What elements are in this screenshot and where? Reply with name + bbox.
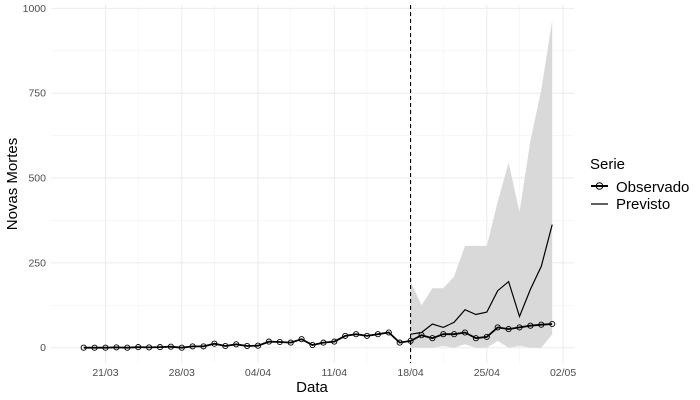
point-observado xyxy=(472,335,479,342)
point-observado xyxy=(113,344,120,351)
y-tick-labels: 0 250 500 750 1000 xyxy=(23,3,47,354)
x-tick-labels: 21/03 28/03 04/04 11/04 18/04 25/04 02/05 xyxy=(92,367,576,379)
x-tick-label: 04/04 xyxy=(245,367,271,379)
legend: Serie Observado Previsto xyxy=(590,156,689,213)
prediction-interval-band xyxy=(410,20,553,348)
point-observado xyxy=(549,320,556,328)
point-observado xyxy=(342,332,349,339)
legend-label-observado: Observado xyxy=(616,179,689,196)
point-observado xyxy=(440,331,447,338)
legend-item-previsto: Previsto xyxy=(591,196,670,213)
point-observado xyxy=(385,329,392,336)
series-line-observado xyxy=(83,323,553,349)
point-observado xyxy=(527,322,534,329)
point-observado xyxy=(396,339,403,346)
point-observado xyxy=(451,331,458,338)
point-observado xyxy=(320,339,327,346)
series-layer xyxy=(80,224,556,351)
point-observado xyxy=(167,343,174,350)
point-observado xyxy=(516,324,523,331)
point-observado xyxy=(483,333,490,340)
point-observado xyxy=(254,342,262,349)
y-tick-label: 250 xyxy=(28,257,46,269)
point-observado xyxy=(200,343,207,350)
legend-label-previsto: Previsto xyxy=(616,196,670,213)
x-tick-label: 18/04 xyxy=(397,367,423,379)
point-observado xyxy=(244,342,251,350)
x-axis-title: Data xyxy=(296,379,328,396)
legend-item-observado: Observado xyxy=(591,179,689,196)
y-tick-label: 500 xyxy=(28,173,46,185)
series-line-previsto xyxy=(410,224,553,335)
point-observado xyxy=(363,332,371,339)
point-observado xyxy=(407,337,414,344)
point-observado xyxy=(156,344,164,351)
point-observado xyxy=(265,338,272,345)
point-observado xyxy=(331,338,338,345)
point-observado xyxy=(287,339,294,346)
point-observado xyxy=(505,326,512,333)
point-observado xyxy=(494,324,501,331)
band-layer xyxy=(410,20,553,348)
point-observado xyxy=(418,332,425,339)
x-tick-label: 02/05 xyxy=(550,367,576,379)
x-tick-label: 11/04 xyxy=(322,367,348,379)
point-observado xyxy=(146,344,153,351)
point-observado xyxy=(353,331,360,338)
point-observado xyxy=(80,344,87,351)
point-observado xyxy=(374,331,381,338)
point-observado xyxy=(222,342,229,350)
point-observado xyxy=(91,344,98,351)
point-observado xyxy=(298,336,305,343)
x-tick-label: 21/03 xyxy=(92,367,118,379)
point-observado xyxy=(461,329,469,336)
point-observado xyxy=(429,335,436,342)
y-tick-label: 1000 xyxy=(23,3,47,15)
point-observado xyxy=(309,341,316,349)
x-tick-label: 25/04 xyxy=(474,367,500,379)
legend-title: Serie xyxy=(590,156,625,173)
y-tick-label: 0 xyxy=(40,342,46,354)
point-observado xyxy=(189,343,196,350)
point-observado xyxy=(538,321,545,328)
point-observado xyxy=(211,340,218,347)
point-observado xyxy=(124,344,131,351)
x-tick-label: 28/03 xyxy=(169,367,195,379)
point-observado xyxy=(276,338,283,346)
y-axis-title: Novas Mortes xyxy=(4,138,21,231)
point-observado xyxy=(102,344,109,351)
point-observado xyxy=(233,341,240,348)
y-tick-label: 750 xyxy=(28,88,46,100)
legend-key-marker-observado xyxy=(595,182,604,190)
point-observado xyxy=(178,344,185,351)
point-observado xyxy=(135,344,142,351)
